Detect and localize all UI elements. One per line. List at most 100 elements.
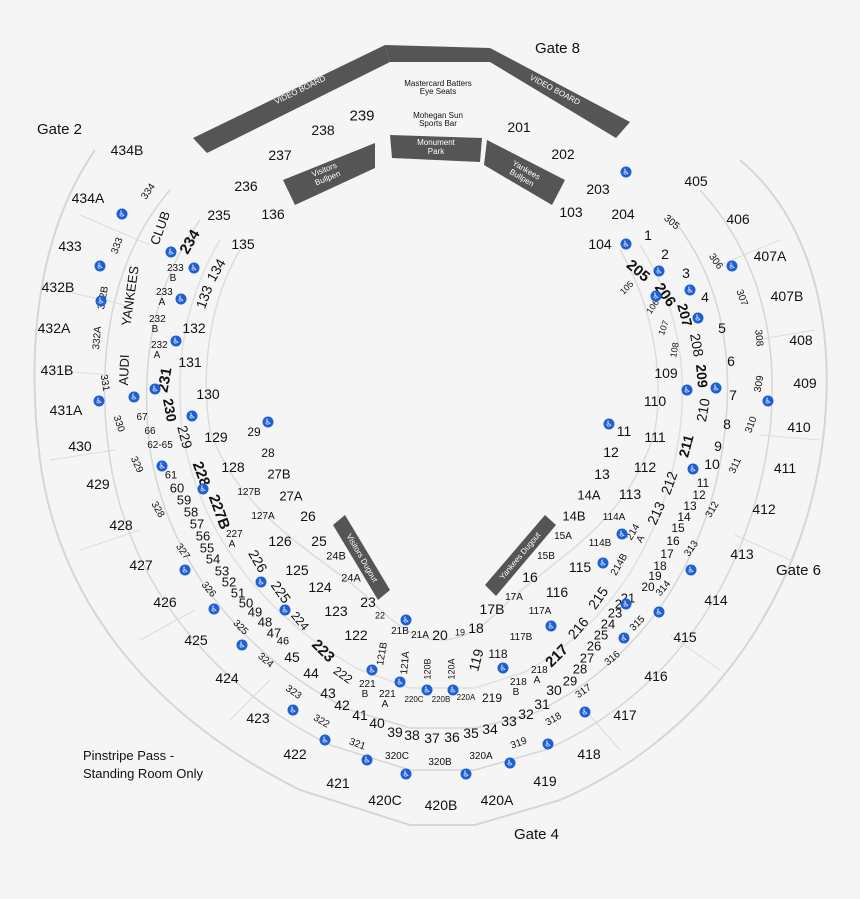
section-s128[interactable]: 128 — [221, 459, 245, 475]
section-f30[interactable]: 30 — [546, 682, 562, 698]
monument-park[interactable] — [390, 135, 482, 162]
yankees-dugout[interactable] — [485, 515, 556, 596]
section-f29[interactable]: 29 — [247, 425, 261, 439]
section-f27B[interactable]: 27B — [267, 466, 291, 482]
section-s414[interactable]: 414 — [704, 592, 728, 608]
section-s203[interactable]: 203 — [586, 181, 610, 197]
section-f60[interactable]: 60 — [169, 480, 185, 496]
section-s132[interactable]: 132 — [182, 320, 206, 336]
section-f4[interactable]: 4 — [701, 289, 709, 305]
section-s420B[interactable]: 420B — [424, 797, 458, 813]
section-s233B[interactable]: 233 B — [167, 263, 184, 284]
section-s420A[interactable]: 420A — [480, 792, 514, 808]
section-f25b[interactable]: 25 — [593, 627, 609, 643]
visitors-bullpen[interactable] — [283, 143, 375, 205]
section-f18b[interactable]: 18 — [653, 559, 667, 573]
section-f61[interactable]: 61 — [164, 469, 178, 482]
section-s407A[interactable]: 407A — [753, 248, 787, 264]
section-s112[interactable]: 112 — [633, 459, 657, 475]
section-f56[interactable]: 56 — [195, 528, 211, 544]
section-f14[interactable]: 14 — [677, 510, 691, 524]
section-f42[interactable]: 42 — [334, 697, 350, 713]
section-s419[interactable]: 419 — [533, 773, 557, 789]
section-f28[interactable]: 28 — [261, 446, 275, 460]
section-f24b[interactable]: 24 — [600, 616, 616, 632]
section-f15[interactable]: 15 — [671, 521, 685, 535]
section-s416[interactable]: 416 — [644, 668, 668, 684]
section-f22[interactable]: 22 — [374, 610, 386, 621]
section-f53[interactable]: 53 — [214, 563, 230, 579]
section-f15B[interactable]: 15B — [537, 551, 555, 562]
section-f12b[interactable]: 12 — [692, 488, 706, 502]
section-s227A[interactable]: 227 A — [226, 529, 243, 550]
section-s210[interactable]: 210 — [693, 397, 713, 423]
section-f12[interactable]: 12 — [603, 444, 619, 460]
section-f34[interactable]: 34 — [482, 721, 498, 737]
section-s220B[interactable]: 220B — [431, 695, 451, 704]
section-s202[interactable]: 202 — [551, 146, 575, 162]
section-f37[interactable]: 37 — [424, 730, 440, 746]
section-f20[interactable]: 20 — [432, 627, 448, 643]
section-f6[interactable]: 6 — [727, 353, 735, 369]
section-s409[interactable]: 409 — [793, 375, 817, 391]
section-s201[interactable]: 201 — [507, 119, 531, 135]
section-s104[interactable]: 104 — [588, 236, 612, 252]
section-s424[interactable]: 424 — [215, 670, 239, 686]
section-f67[interactable]: 67 — [136, 412, 148, 423]
section-s422[interactable]: 422 — [283, 746, 307, 762]
section-s431B[interactable]: 431B — [40, 362, 74, 378]
section-f19[interactable]: 19 — [454, 627, 466, 638]
section-f26[interactable]: 26 — [300, 508, 316, 524]
section-s430[interactable]: 430 — [68, 438, 92, 454]
section-s127B[interactable]: 127B — [237, 487, 261, 498]
section-s320A[interactable]: 320A — [469, 751, 493, 762]
section-s114B[interactable]: 114B — [588, 538, 612, 549]
section-s125[interactable]: 125 — [285, 562, 309, 578]
section-f11[interactable]: 11 — [616, 423, 632, 439]
section-f11b[interactable]: 11 — [696, 476, 710, 490]
section-s230[interactable]: 230 — [160, 397, 180, 423]
section-s209[interactable]: 209 — [693, 363, 711, 389]
section-f13b[interactable]: 13 — [683, 499, 697, 513]
level-400-ring[interactable] — [33, 149, 828, 826]
section-f25[interactable]: 25 — [311, 533, 327, 549]
mastercard-batters-eye[interactable]: Mastercard Batters Eye Seats — [404, 79, 472, 96]
section-f33[interactable]: 33 — [501, 713, 517, 729]
section-f9[interactable]: 9 — [714, 438, 722, 454]
section-f13[interactable]: 13 — [594, 466, 610, 482]
section-s406[interactable]: 406 — [726, 211, 750, 227]
section-s426[interactable]: 426 — [153, 594, 177, 610]
section-f19b[interactable]: 19 — [648, 569, 662, 583]
section-s308[interactable]: 308 — [752, 329, 765, 347]
section-f16b[interactable]: 16 — [666, 534, 680, 548]
section-f10[interactable]: 10 — [704, 456, 720, 472]
section-s429[interactable]: 429 — [86, 476, 110, 492]
section-f45[interactable]: 45 — [284, 649, 300, 665]
section-s221B[interactable]: 221 B — [359, 679, 376, 700]
section-f54[interactable]: 54 — [205, 551, 221, 567]
section-s407B[interactable]: 407B — [770, 288, 804, 304]
section-s120A[interactable]: 120A — [446, 658, 457, 680]
section-s127A[interactable]: 127A — [251, 511, 275, 522]
section-f18[interactable]: 18 — [468, 620, 484, 636]
section-f21B[interactable]: 21B — [391, 626, 409, 637]
section-f41[interactable]: 41 — [352, 707, 368, 723]
section-s122[interactable]: 122 — [344, 627, 368, 643]
section-s237[interactable]: 237 — [268, 147, 292, 163]
section-f6265[interactable]: 62-65 — [147, 440, 173, 451]
section-s405[interactable]: 405 — [684, 173, 708, 189]
section-f14B[interactable]: 14B — [562, 508, 586, 524]
section-f46[interactable]: 46 — [276, 635, 290, 648]
section-f36[interactable]: 36 — [444, 729, 460, 745]
section-f14A[interactable]: 14A — [577, 487, 601, 503]
section-s117A[interactable]: 117A — [528, 606, 552, 617]
section-f55[interactable]: 55 — [199, 540, 215, 556]
section-s130[interactable]: 130 — [196, 386, 220, 402]
section-f51[interactable]: 51 — [230, 585, 246, 601]
section-s433[interactable]: 433 — [58, 238, 82, 254]
section-s220C[interactable]: 220C — [404, 695, 424, 704]
section-f38[interactable]: 38 — [404, 727, 420, 743]
section-f27A[interactable]: 27A — [279, 488, 303, 504]
mohegan-sun-sports-bar[interactable]: Mohegan Sun Sports Bar — [413, 111, 463, 128]
section-f31[interactable]: 31 — [534, 696, 550, 712]
